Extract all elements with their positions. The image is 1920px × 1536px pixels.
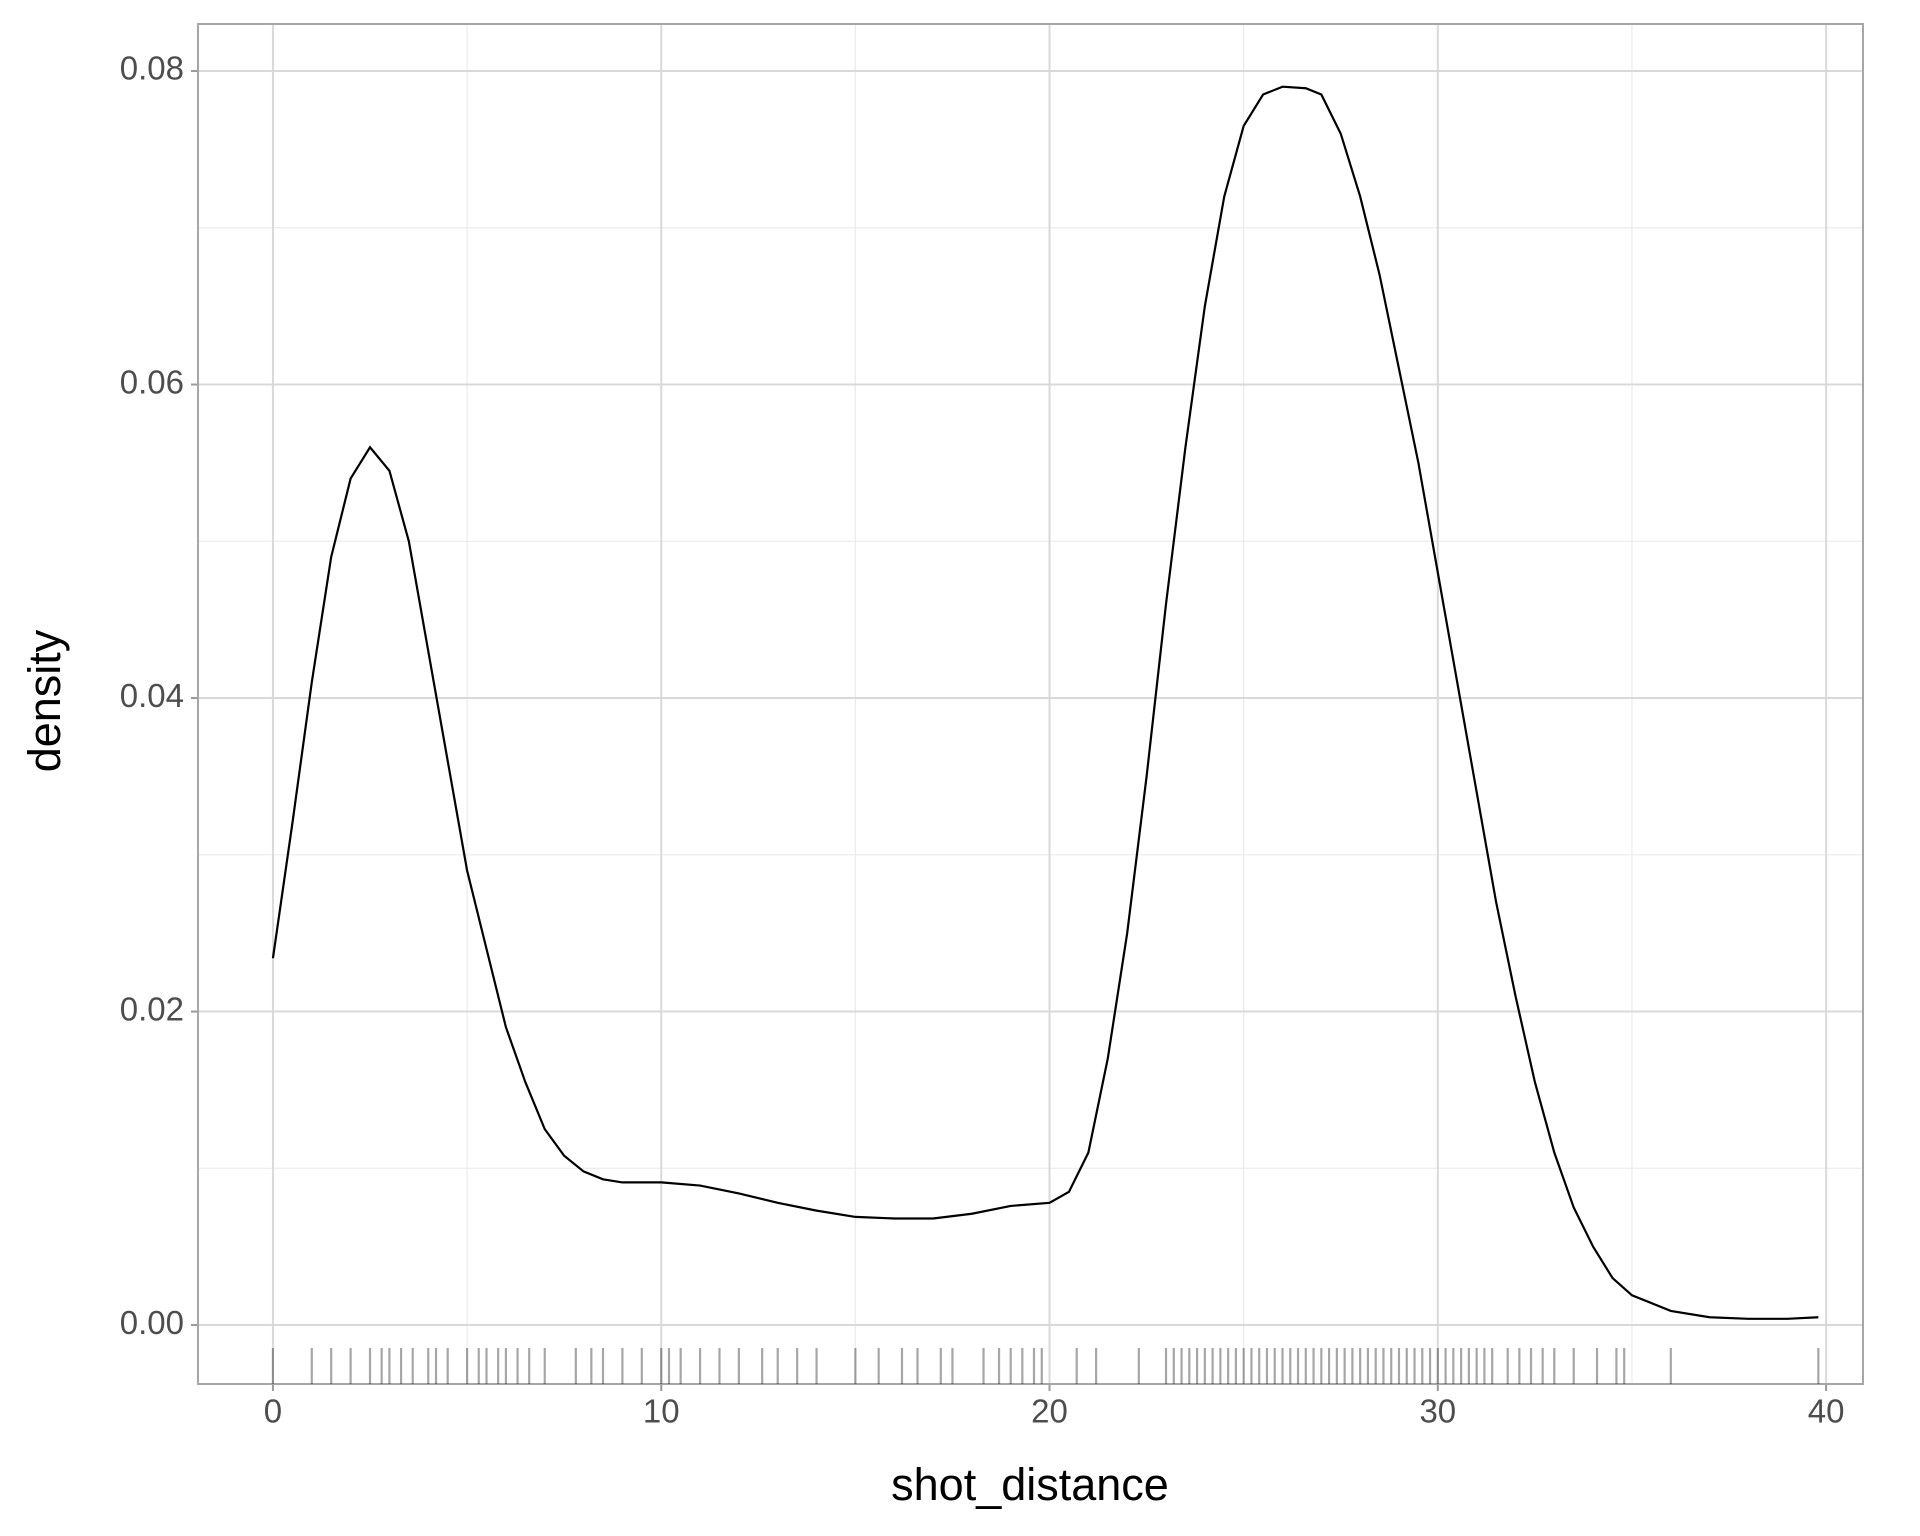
density-line: [271, 85, 1819, 1320]
y-tick-label: 0.04: [120, 677, 184, 714]
panel-border: [197, 23, 1864, 1385]
y-tick-label: 0.02: [120, 990, 184, 1027]
x-tick-label: 40: [1808, 1393, 1845, 1430]
y-axis-title: density: [19, 629, 70, 772]
x-tick-label: 0: [264, 1393, 282, 1430]
y-tick-label: 0.06: [120, 363, 184, 400]
x-tick-label: 10: [643, 1393, 680, 1430]
x-axis-title: shot_distance: [891, 1459, 1169, 1510]
y-tick-label: 0.00: [120, 1304, 184, 1341]
y-tick-label: 0.08: [120, 50, 184, 87]
x-tick-label: 20: [1031, 1393, 1068, 1430]
x-tick-label: 30: [1419, 1393, 1456, 1430]
